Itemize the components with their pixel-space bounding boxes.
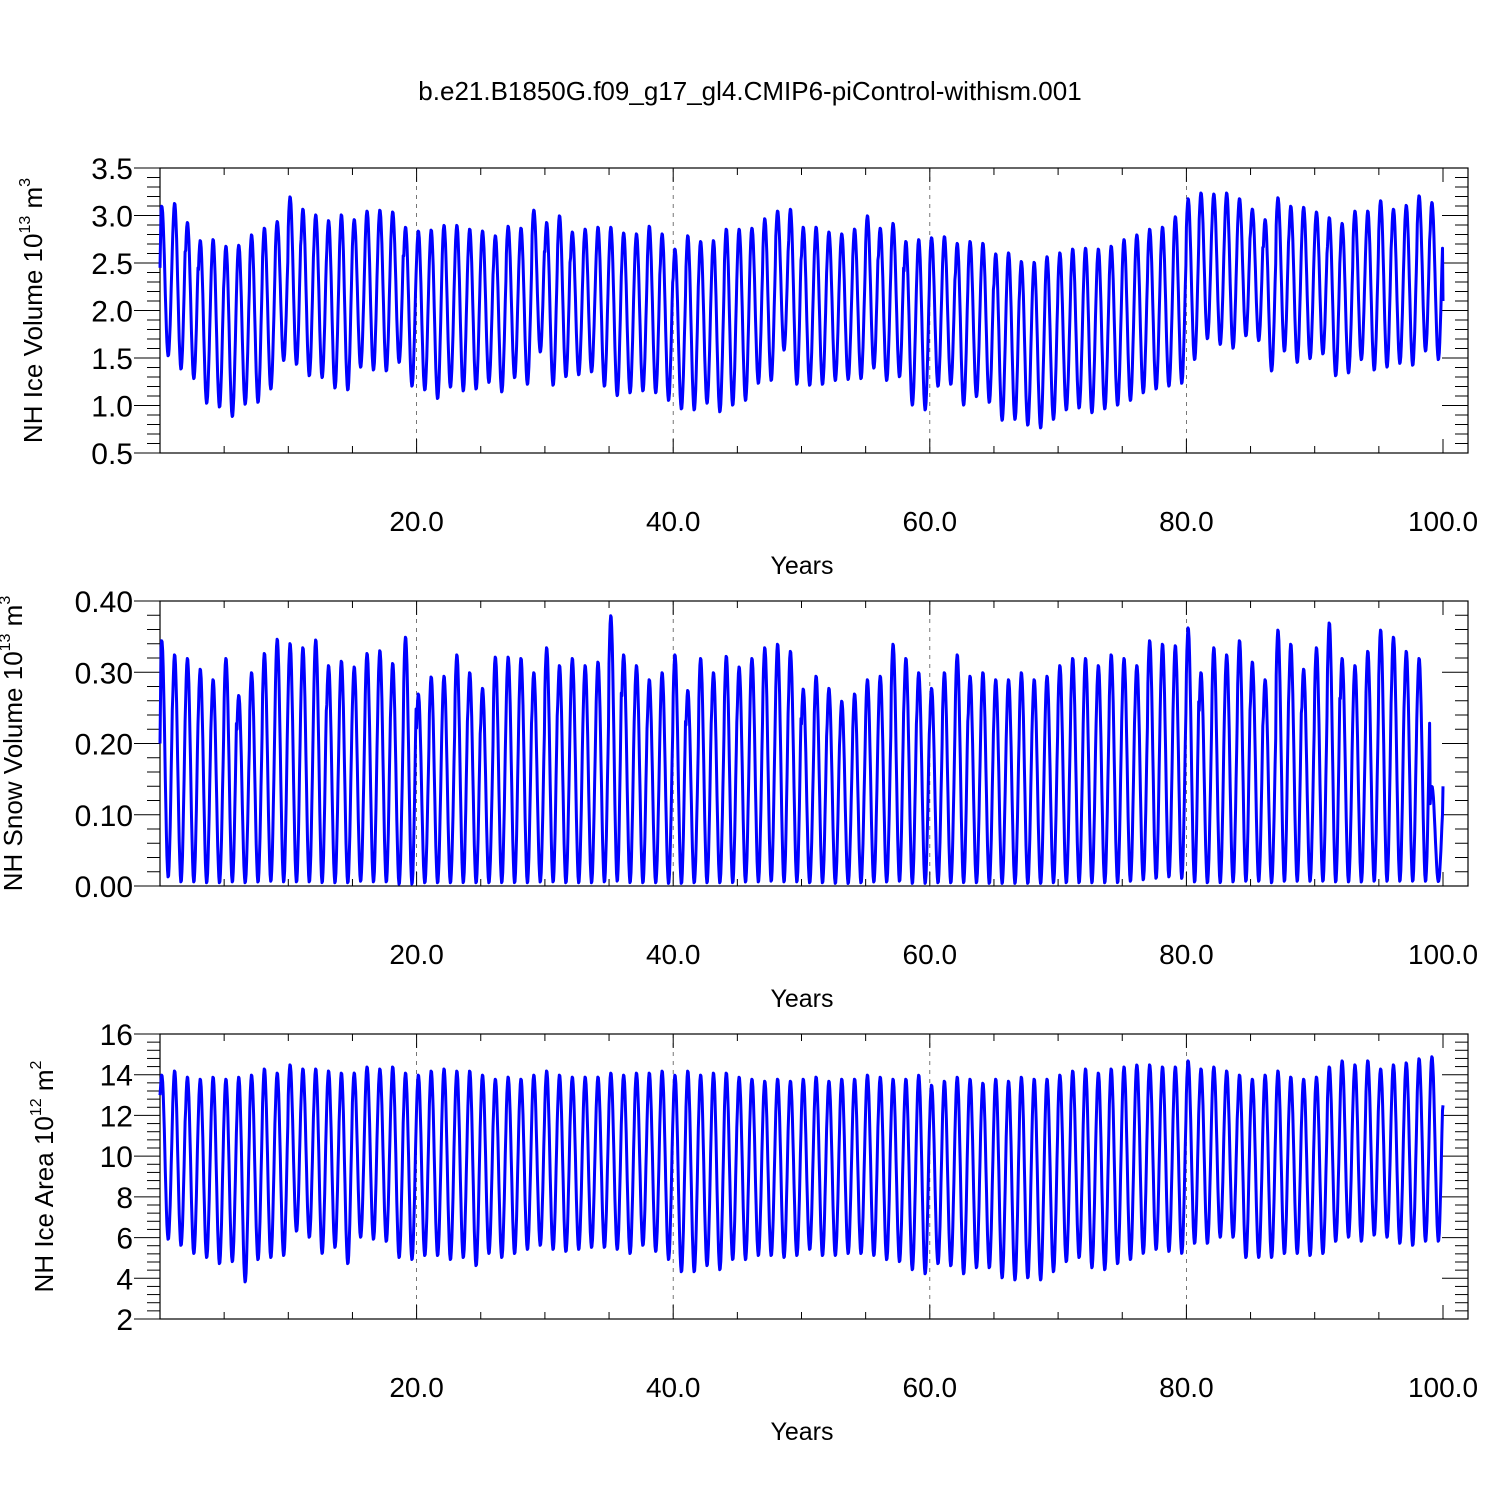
plot-frame <box>159 1033 1469 1320</box>
x-tick-label: 100.0 <box>1408 939 1478 970</box>
x-tick-label: 20.0 <box>389 506 444 537</box>
y-tick-label: 0.10 <box>75 800 133 833</box>
ice-volume-panel: 20.0 40.0 60.0 80.0 100.0 Years 0.5 1.0 1.5 2.0 2.… <box>17 153 1478 580</box>
x-axis-label: Years <box>770 552 833 580</box>
series-line <box>158 1055 1445 1284</box>
y-tick-label: 2 <box>116 1304 133 1337</box>
y-axis-label: NH Ice Area 1012 m2 <box>28 1060 59 1292</box>
y-tick-label: 0.30 <box>75 657 133 690</box>
y-tick-label: 12 <box>100 1100 133 1133</box>
y-tick-label: 0.00 <box>75 871 133 904</box>
y-tick-label: 0.20 <box>75 729 133 762</box>
x-tick-label: 40.0 <box>646 939 701 970</box>
y-tick-label: 2.5 <box>91 248 133 281</box>
y-tick-label: 0.40 <box>75 586 133 619</box>
y-tick-label: 1.0 <box>91 391 133 424</box>
y-tick-label: 3.0 <box>91 201 133 234</box>
y-tick-label: 2.0 <box>91 296 133 329</box>
series-line <box>158 614 1445 886</box>
y-axis-label: NH Ice Volume 1013 m3 <box>17 178 48 443</box>
x-tick-label: 20.0 <box>389 1372 444 1403</box>
x-axis-label: Years <box>770 1418 833 1446</box>
y-tick-label: 1.5 <box>91 343 133 376</box>
x-tick-label: 80.0 <box>1159 1372 1214 1403</box>
snow-volume-panel: 20.0 40.0 60.0 80.0 100.0 Years 0.00 0.10 0.20 0.… <box>0 586 1478 1013</box>
x-axis-label: Years <box>770 985 833 1013</box>
x-tick-label: 80.0 <box>1159 506 1214 537</box>
x-tick-label: 80.0 <box>1159 939 1214 970</box>
x-tick-label: 40.0 <box>646 506 701 537</box>
x-tick-label: 60.0 <box>903 1372 958 1403</box>
x-tick-label: 60.0 <box>903 506 958 537</box>
y-axis-label: NH Snow Volume 1013 m3 <box>0 596 28 892</box>
x-tick-label: 20.0 <box>389 939 444 970</box>
y-tick-label: 10 <box>100 1141 133 1174</box>
series-line <box>158 191 1445 430</box>
x-tick-label: 100.0 <box>1408 506 1478 537</box>
y-tick-label: 8 <box>116 1182 133 1215</box>
y-tick-label: 3.5 <box>91 153 133 186</box>
ice-area-panel: 20.0 40.0 60.0 80.0 100.0 Years 2 4 6 8 10 12 14 16 NH… <box>28 1019 1478 1446</box>
x-tick-label: 40.0 <box>646 1372 701 1403</box>
y-tick-label: 6 <box>116 1223 133 1256</box>
y-tick-label: 4 <box>116 1263 133 1296</box>
y-tick-label: 0.5 <box>91 438 133 471</box>
x-tick-label: 60.0 <box>903 939 958 970</box>
x-tick-label: 100.0 <box>1408 1372 1478 1403</box>
figure-title: b.e21.B1850G.f09_g17_gl4.CMIP6-piControl… <box>418 76 1082 106</box>
y-tick-label: 14 <box>100 1060 133 1093</box>
y-tick-label: 16 <box>100 1019 133 1052</box>
